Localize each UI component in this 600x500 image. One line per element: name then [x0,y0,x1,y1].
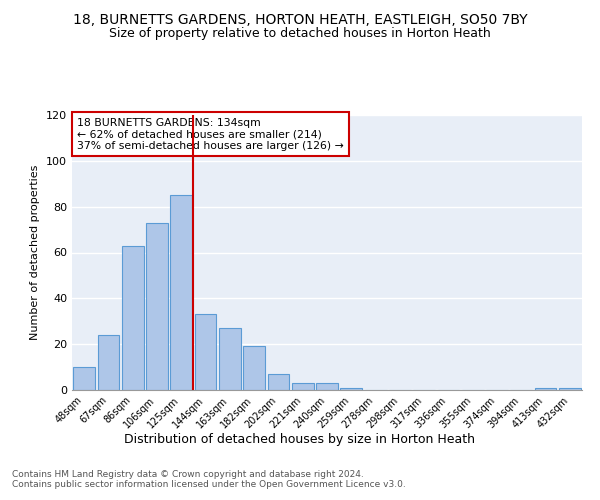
Bar [122,246,143,390]
Bar [97,335,119,390]
Bar [316,383,338,390]
Bar [559,388,581,390]
Text: Size of property relative to detached houses in Horton Heath: Size of property relative to detached ho… [109,28,491,40]
Y-axis label: Number of detached properties: Number of detached properties [31,165,40,340]
Bar [73,367,95,390]
Text: 18, BURNETTS GARDENS, HORTON HEATH, EASTLEIGH, SO50 7BY: 18, BURNETTS GARDENS, HORTON HEATH, EAST… [73,12,527,26]
Bar [268,374,289,390]
Bar [219,328,241,390]
Bar [292,383,314,390]
Bar [535,388,556,390]
Text: 18 BURNETTS GARDENS: 134sqm
← 62% of detached houses are smaller (214)
37% of se: 18 BURNETTS GARDENS: 134sqm ← 62% of det… [77,118,344,151]
Text: Contains HM Land Registry data © Crown copyright and database right 2024.: Contains HM Land Registry data © Crown c… [12,470,364,479]
Bar [194,314,217,390]
Text: Contains public sector information licensed under the Open Government Licence v3: Contains public sector information licen… [12,480,406,489]
Text: Distribution of detached houses by size in Horton Heath: Distribution of detached houses by size … [125,432,476,446]
Bar [146,222,168,390]
Bar [170,195,192,390]
Bar [340,388,362,390]
Bar [243,346,265,390]
